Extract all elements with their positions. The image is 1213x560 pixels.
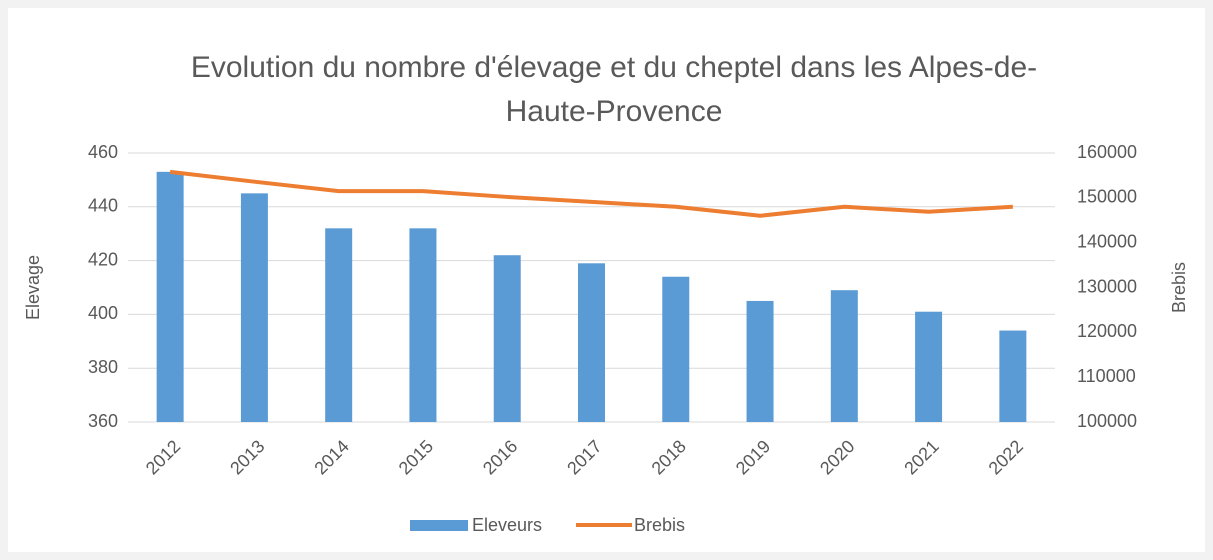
x-tick-label: 2018 — [648, 436, 690, 478]
bar — [830, 290, 858, 422]
y2-axis-label: Brebis — [1169, 262, 1189, 313]
bar — [999, 330, 1027, 422]
y2-tick-label: 130000 — [1077, 276, 1137, 296]
y-tick-label: 380 — [88, 357, 118, 377]
bar — [409, 228, 437, 422]
bar — [746, 300, 774, 422]
x-tick-label: 2022 — [985, 436, 1027, 478]
bar — [156, 171, 184, 422]
bar — [325, 228, 353, 422]
bar — [662, 276, 690, 422]
legend-label: Brebis — [634, 515, 685, 535]
line — [169, 169, 1013, 218]
y-tick-label: 360 — [88, 411, 118, 431]
x-tick-label: 2019 — [732, 436, 774, 478]
x-tick-label: 2012 — [142, 436, 184, 478]
x-tick-label: 2017 — [563, 436, 605, 478]
legend-swatch — [410, 520, 468, 531]
y2-tick-label: 160000 — [1077, 142, 1137, 162]
bar — [915, 311, 943, 422]
bar — [240, 193, 268, 422]
x-tick-label: 2014 — [310, 436, 352, 478]
y2-tick-label: 110000 — [1077, 366, 1136, 386]
y2-tick-label: 140000 — [1077, 231, 1137, 251]
x-tick-label: 2015 — [395, 436, 437, 478]
legend-label: Eleveurs — [472, 515, 542, 535]
chart-title: Evolution du nombre d'élevage et du chep… — [190, 51, 1038, 128]
y2-tick-label: 100000 — [1077, 411, 1137, 431]
y-tick-label: 420 — [88, 249, 118, 269]
y-tick-label: 460 — [88, 142, 118, 162]
bar — [493, 255, 521, 422]
chart-area: Evolution du nombre d'élevage et du chep… — [8, 8, 1205, 552]
x-tick-label: 2016 — [479, 436, 521, 478]
x-tick-label: 2013 — [226, 436, 268, 478]
y-tick-label: 400 — [88, 303, 118, 323]
y-axis-label: Elevage — [23, 255, 43, 320]
y2-tick-label: 120000 — [1077, 321, 1137, 341]
x-tick-label: 2020 — [816, 436, 858, 478]
x-tick-label: 2021 — [900, 436, 942, 478]
y2-tick-label: 150000 — [1077, 187, 1137, 207]
y-tick-label: 440 — [88, 196, 118, 216]
bar — [578, 263, 605, 422]
